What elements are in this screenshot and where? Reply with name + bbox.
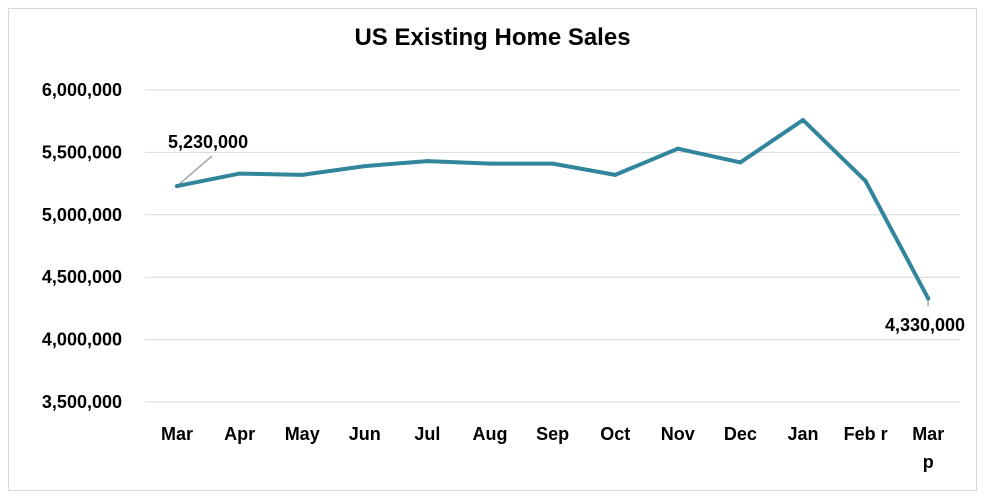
- series-line: [175, 118, 931, 301]
- gridlines: [145, 89, 960, 403]
- data-point: [550, 161, 555, 166]
- x-tick-label: Oct: [600, 424, 630, 444]
- data-point: [425, 159, 430, 164]
- x-tick-label: Nov: [661, 424, 695, 444]
- x-tick-label: Feb r: [844, 424, 888, 444]
- x-axis-ticks: Mar Apr May Jun Jul Aug Sep Oct Nov Dec Jan Feb r Ma…: [161, 424, 944, 472]
- series-line-group: [175, 117, 931, 301]
- data-point: [362, 164, 367, 169]
- y-tick-label: 6,000,000: [42, 80, 122, 100]
- leader-line: [176, 155, 213, 187]
- y-tick-label: 4,500,000: [42, 267, 122, 287]
- x-tick-label: May: [285, 424, 320, 444]
- chart-title: US Existing Home Sales: [354, 24, 631, 51]
- y-tick-label: 5,000,000: [42, 205, 122, 225]
- data-point: [488, 161, 492, 166]
- y-axis-ticks: 3,500,000 4,000,000 4,500,000 5,000,000 5,50…: [42, 80, 122, 412]
- y-tick-label: 5,500,000: [42, 142, 122, 162]
- data-point: [926, 296, 931, 301]
- x-tick-label: Mar: [161, 424, 193, 444]
- x-tick-label: Mar p: [912, 424, 944, 472]
- data-label: 4,330,000: [885, 315, 965, 335]
- data-point: [175, 184, 179, 189]
- data-labels: 5,230,000 4,330,000: [168, 132, 965, 335]
- x-tick-label: Aug: [473, 424, 508, 444]
- data-point: [675, 146, 680, 151]
- data-point: [613, 172, 618, 177]
- x-tick-label: Jan: [787, 424, 818, 444]
- x-tick-label: Sep: [536, 424, 569, 444]
- chart-frame: [8, 8, 977, 491]
- x-tick-label: Dec: [724, 424, 757, 444]
- x-tick-label: Apr: [224, 424, 255, 444]
- x-tick-label: Jul: [414, 424, 440, 444]
- data-label: 5,230,000: [168, 132, 248, 152]
- annotation-leaders: [176, 155, 929, 307]
- data-point: [738, 160, 743, 165]
- data-point: [801, 117, 805, 122]
- data-point: [300, 172, 305, 177]
- y-tick-label: 4,000,000: [42, 330, 122, 350]
- x-tick-label: Jun: [349, 424, 381, 444]
- y-tick-label: 3,500,000: [42, 392, 122, 412]
- data-point: [863, 179, 868, 184]
- data-point: [237, 171, 242, 176]
